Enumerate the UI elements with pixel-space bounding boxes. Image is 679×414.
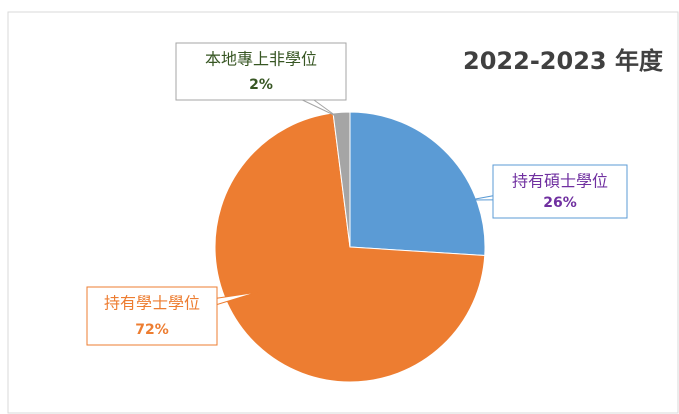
slice-value-label: 2% bbox=[249, 77, 273, 93]
slice-label: 持有學士學位 bbox=[104, 294, 200, 313]
chart-title: 2022-2023 年度 bbox=[463, 47, 664, 75]
callout-box bbox=[86, 286, 218, 346]
slice-value-label: 72% bbox=[135, 322, 169, 338]
pie-slice bbox=[332, 111, 351, 248]
slice-label: 持有碩士學位 bbox=[512, 172, 608, 191]
callout-box bbox=[492, 164, 628, 219]
pie-slice bbox=[349, 111, 486, 257]
slice-label: 本地專上非學位 bbox=[205, 50, 317, 69]
slice-value-label: 26% bbox=[543, 195, 577, 211]
callout-box bbox=[175, 42, 347, 101]
pie-slice bbox=[214, 112, 486, 383]
